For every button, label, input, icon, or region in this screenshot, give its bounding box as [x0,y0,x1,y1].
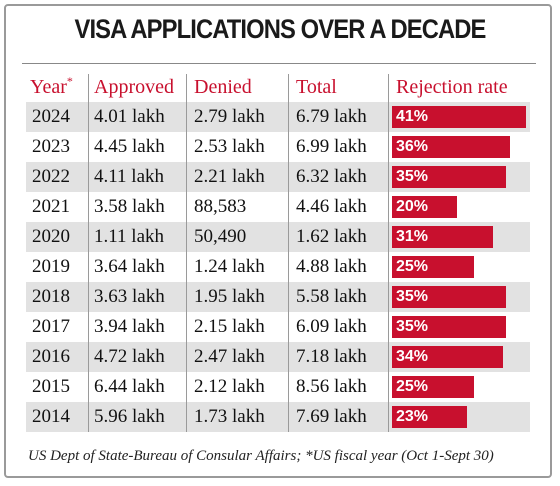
cell-approved: 3.64 lakh [94,256,165,277]
rejection-rate-label: 35% [396,288,429,305]
column-divider [288,74,289,432]
rejection-rate-bar [392,136,510,158]
cell-year: 2016 [32,346,70,367]
cell-approved: 1.11 lakh [94,226,165,247]
rejection-rate-label: 41% [396,108,429,125]
column-divider [388,74,389,432]
cell-denied: 50,490 [194,226,247,247]
cell-total: 7.69 lakh [296,406,367,427]
cell-denied: 2.79 lakh [194,106,265,127]
cell-year: 2022 [32,166,70,187]
cell-year: 2019 [32,256,70,277]
cell-denied: 2.21 lakh [194,166,265,187]
rejection-rate-bar [392,376,474,398]
cell-year: 2020 [32,226,70,247]
rejection-rate-bar [392,106,526,128]
cell-approved: 5.96 lakh [94,406,165,427]
cell-denied: 2.53 lakh [194,136,265,157]
title-divider [22,63,536,64]
cell-total: 6.32 lakh [296,166,367,187]
cell-total: 4.88 lakh [296,256,367,277]
header-denied: Denied [194,76,252,98]
cell-total: 7.18 lakh [296,346,367,367]
cell-year: 2014 [32,406,70,427]
column-divider [88,74,89,432]
rejection-rate-bar [392,346,503,368]
cell-approved: 4.01 lakh [94,106,165,127]
column-divider [186,74,187,432]
cell-denied: 1.24 lakh [194,256,265,277]
cell-approved: 6.44 lakh [94,376,165,397]
rejection-rate-bar [392,226,493,248]
cell-total: 5.58 lakh [296,286,367,307]
rejection-rate-label: 35% [396,168,429,185]
cell-year: 2021 [32,196,70,217]
rejection-rate-label: 36% [396,138,429,155]
header-total: Total [296,76,337,98]
header-rejection-rate: Rejection rate [396,76,508,98]
cell-approved: 4.45 lakh [94,136,165,157]
cell-year: 2018 [32,286,70,307]
chart-title: VISA APPLICATIONS OVER A DECADE [74,14,486,44]
rejection-rate-bar [392,286,506,308]
cell-total: 8.56 lakh [296,376,367,397]
rejection-rate-label: 31% [396,228,429,245]
cell-approved: 4.72 lakh [94,346,165,367]
cell-total: 1.62 lakh [296,226,367,247]
rejection-rate-label: 35% [396,318,429,335]
cell-year: 2023 [32,136,70,157]
cell-total: 6.09 lakh [296,316,367,337]
cell-total: 6.99 lakh [296,136,367,157]
cell-year: 2015 [32,376,70,397]
rejection-rate-label: 25% [396,378,429,395]
cell-approved: 3.58 lakh [94,196,165,217]
cell-total: 6.79 lakh [296,106,367,127]
cell-year: 2024 [32,106,70,127]
cell-approved: 4.11 lakh [94,166,165,187]
cell-denied: 1.95 lakh [194,286,265,307]
source-note: US Dept of State-Bureau of Consular Affa… [28,448,494,464]
rejection-rate-bar [392,256,474,278]
cell-denied: 1.73 lakh [194,406,265,427]
cell-total: 4.46 lakh [296,196,367,217]
rejection-rate-label: 20% [396,198,429,215]
rejection-rate-label: 23% [396,408,429,425]
cell-year: 2017 [32,316,70,337]
rejection-rate-bar [392,316,506,338]
rejection-rate-label: 34% [396,348,429,365]
header-approved: Approved [94,76,174,98]
rejection-rate-label: 25% [396,258,429,275]
cell-denied: 2.15 lakh [194,316,265,337]
header-year-label: Year [30,76,67,98]
header-year: Year* [30,74,73,100]
rejection-rate-bar [392,406,467,428]
cell-denied: 2.47 lakh [194,346,265,367]
cell-denied: 88,583 [194,196,247,217]
cell-approved: 3.63 lakh [94,286,165,307]
header-year-footnote-mark: * [66,74,73,88]
cell-denied: 2.12 lakh [194,376,265,397]
cell-approved: 3.94 lakh [94,316,165,337]
rejection-rate-bar [392,196,457,218]
rejection-rate-bar [392,166,506,188]
